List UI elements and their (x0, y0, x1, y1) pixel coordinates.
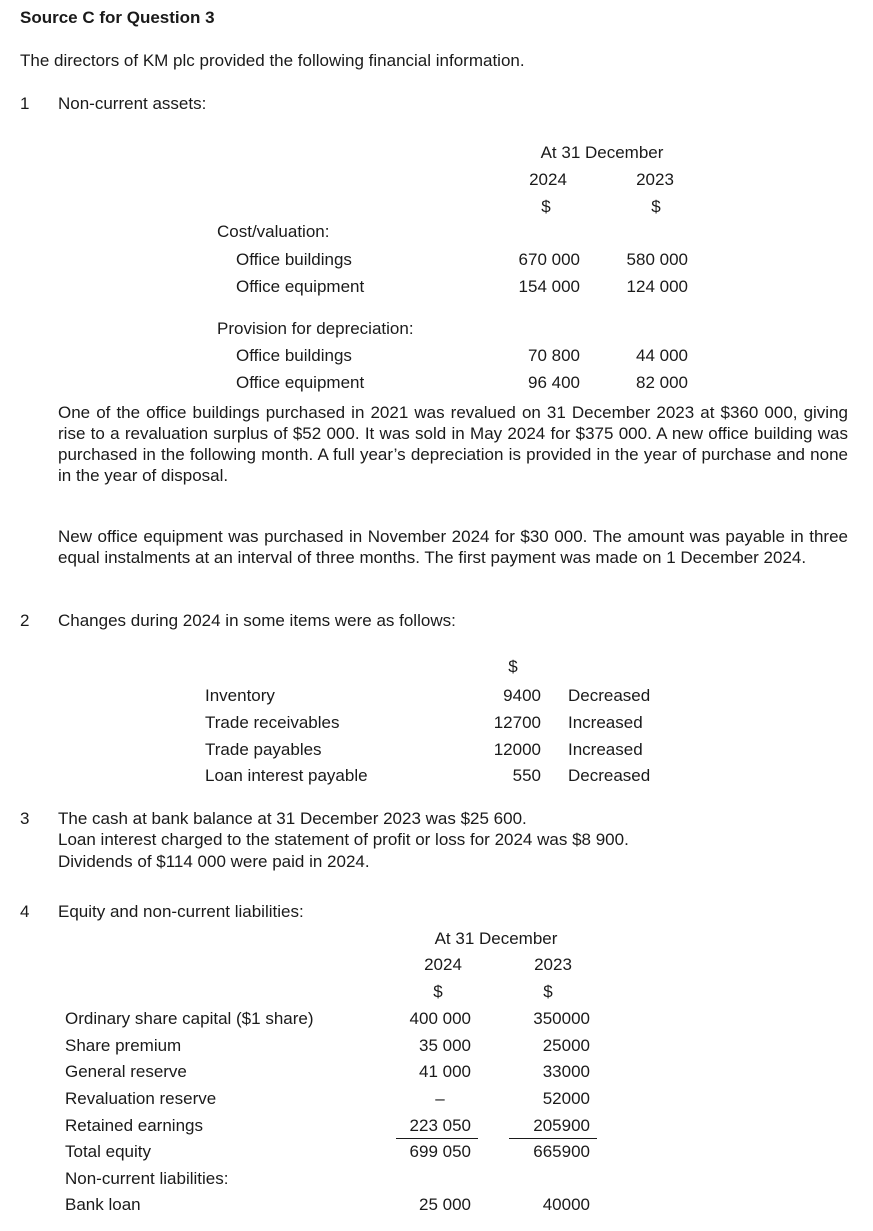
group-label: Cost/valuation: (217, 222, 330, 241)
row-label: Non-current liabilities: (65, 1169, 229, 1188)
change-direction: Increased (568, 740, 643, 759)
item-3-line: Dividends of $114 000 were paid in 2024. (58, 852, 370, 871)
change-item-label: Trade payables (205, 740, 322, 759)
item-2-heading: Changes during 2024 in some items were a… (58, 611, 456, 630)
item-2-number: 2 (20, 611, 30, 630)
change-direction: Decreased (568, 686, 651, 705)
item-4-period-label: At 31 December (434, 929, 558, 948)
intro-text: The directors of KM plc provided the fol… (20, 51, 525, 70)
value-2023: 44 000 (636, 346, 688, 365)
change-amount: 550 (512, 766, 541, 785)
value-2024: 70 800 (528, 346, 580, 365)
change-item-label: Loan interest payable (205, 766, 368, 785)
item-1-number: 1 (20, 94, 30, 113)
item-1-heading: Non-current assets: (58, 94, 207, 113)
item-1-paragraph: New office equipment was purchased in No… (58, 527, 848, 567)
item-2-currency: $ (508, 657, 518, 676)
item-1-paragraph: One of the office buildings purchased in… (58, 403, 848, 485)
item-4-heading: Equity and non-current liabilities: (58, 902, 304, 921)
row-label: General reserve (65, 1062, 187, 1081)
value-2024: 25 000 (419, 1195, 471, 1214)
value-2023: 40000 (542, 1195, 590, 1214)
row-label: Revaluation reserve (65, 1089, 217, 1108)
item-3-number: 3 (20, 809, 30, 828)
value-2023: 82 000 (636, 373, 688, 392)
row-label: Ordinary share capital ($1 share) (65, 1009, 314, 1028)
item-4-currency-2024: $ (433, 982, 443, 1001)
row-label: Office equipment (236, 277, 365, 296)
value-2024: 670 000 (518, 250, 580, 269)
value-2024: 96 400 (528, 373, 580, 392)
row-label: Total equity (65, 1142, 151, 1161)
value-2023: 124 000 (626, 277, 688, 296)
item-1-year-2024: 2024 (529, 170, 567, 189)
page-title: Source C for Question 3 (20, 8, 215, 27)
row-label: Office buildings (236, 346, 352, 365)
row-label: Office equipment (236, 373, 365, 392)
value-2023: 350000 (533, 1009, 590, 1028)
value-2024: 154 000 (518, 277, 580, 296)
change-direction: Increased (568, 713, 643, 732)
row-label: Retained earnings (65, 1116, 203, 1135)
value-2024: – (435, 1089, 445, 1108)
change-amount: 12000 (493, 740, 541, 759)
value-2023: 580 000 (626, 250, 688, 269)
value-2023: 33000 (542, 1062, 590, 1081)
value-2023: 25000 (542, 1036, 590, 1055)
value-2024: 35 000 (419, 1036, 471, 1055)
change-amount: 9400 (503, 686, 541, 705)
value-2024: 400 000 (409, 1009, 471, 1028)
change-direction: Decreased (568, 766, 651, 785)
value-2024: 41 000 (419, 1062, 471, 1081)
value-2024: 223 050 (409, 1116, 471, 1135)
value-2024: 699 050 (409, 1142, 471, 1161)
item-1-year-2023: 2023 (636, 170, 674, 189)
change-amount: 12700 (493, 713, 541, 732)
item-4-year-2024: 2024 (424, 955, 462, 974)
value-2023: 665900 (533, 1142, 590, 1161)
item-3-line: Loan interest charged to the statement o… (58, 830, 629, 849)
row-label: Bank loan (65, 1195, 141, 1214)
group-label: Provision for depreciation: (217, 319, 414, 338)
row-label: Share premium (65, 1036, 182, 1055)
value-2023: 205900 (533, 1116, 590, 1135)
total-rule-2024 (396, 1138, 478, 1139)
item-1-currency-2023: $ (651, 197, 661, 216)
change-item-label: Trade receivables (205, 713, 340, 732)
value-2023: 52000 (542, 1089, 590, 1108)
item-4-year-2023: 2023 (534, 955, 572, 974)
item-4-number: 4 (20, 902, 30, 921)
item-3-line: The cash at bank balance at 31 December … (58, 809, 527, 828)
item-4-currency-2023: $ (543, 982, 553, 1001)
item-1-currency-2024: $ (541, 197, 551, 216)
item-1-period-label: At 31 December (540, 143, 664, 162)
total-rule-2023 (509, 1138, 597, 1139)
change-item-label: Inventory (205, 686, 275, 705)
row-label: Office buildings (236, 250, 352, 269)
